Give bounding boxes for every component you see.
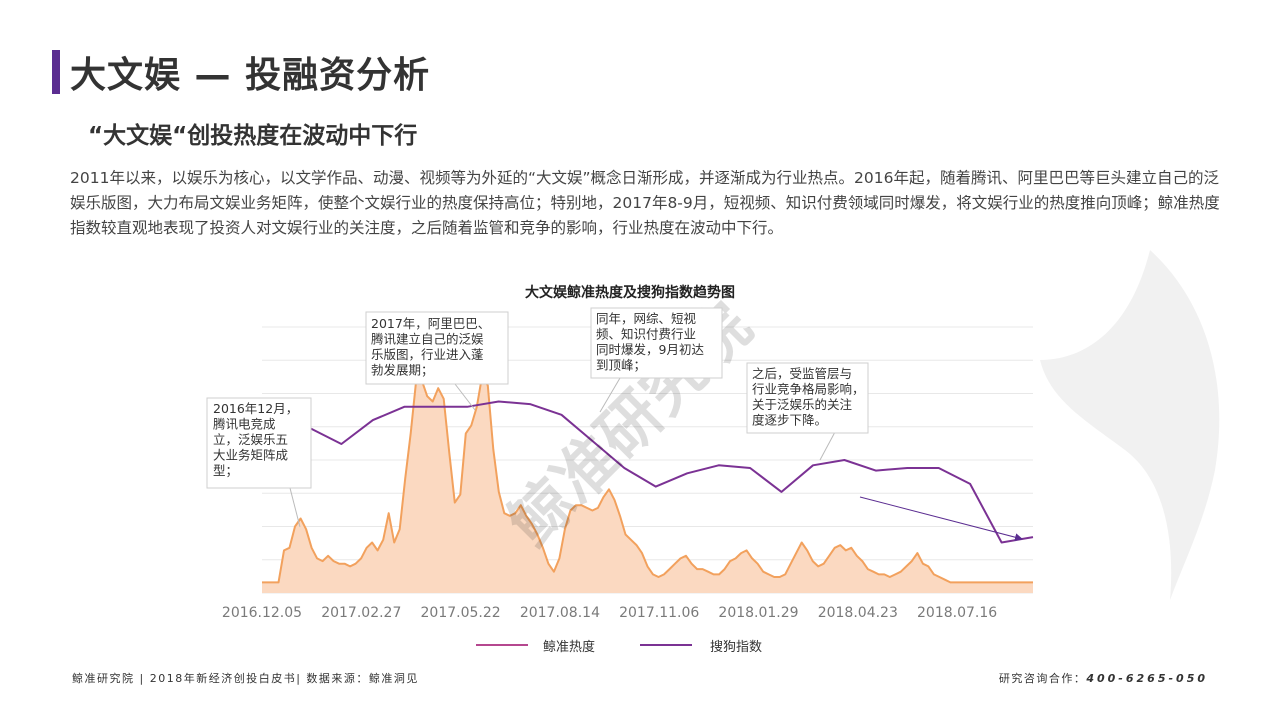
intro-paragraph: 2011年以来，以娱乐为核心，以文学作品、动漫、视频等为外延的“大文娱”概念日渐… (70, 169, 1220, 237)
callout-box-4 (746, 362, 869, 434)
page-subtitle: “大文娱“创投热度在波动中下行 (88, 123, 418, 149)
footer-contact: 研究咨询合作：400-6265-050 (999, 670, 1208, 686)
title-accent-bar (52, 50, 60, 94)
sogou-line (309, 400, 1034, 544)
x-tick-label: 2017.05.22 (421, 605, 501, 621)
page-title: 大文娱 — 投融资分析 (70, 55, 431, 96)
footer-contact-label: 研究咨询合作： (998, 672, 1087, 685)
x-axis-ticks: 2016.12.05 2017.02.27 2017.05.22 2017.08.14… (222, 605, 997, 621)
x-tick-label: 2018.07.16 (917, 605, 997, 621)
x-tick-label: 2018.01.29 (718, 605, 798, 621)
x-tick-label: 2016.12.05 (222, 605, 302, 621)
legend-heat-label: 鲸准热度 (543, 639, 595, 655)
callout-line-3 (599, 377, 621, 413)
x-tick-label: 2017.11.06 (619, 605, 699, 621)
whale-tail-decoration (1040, 250, 1220, 600)
callout-line-4 (819, 431, 836, 461)
x-tick-label: 2017.02.27 (321, 605, 401, 621)
callout-line-2 (454, 383, 476, 411)
heat-line (262, 373, 1033, 584)
x-tick-label: 2018.04.23 (818, 605, 898, 621)
callout-text-4: 之后，受监管层与行业竞争格局影响，关于泛娱乐的关注度逐步下降。 (752, 366, 865, 428)
callout-box-1 (206, 397, 312, 489)
legend-sogou-label: 搜狗指数 (710, 640, 762, 655)
footer-source: 鲸准研究院 | 2018年新经济创投白皮书| 数据来源：鲸准洞见 (72, 672, 419, 685)
callout-text-3: 同年，网综、短视频、知识付费行业同时爆发，9月初达到顶峰； (596, 311, 704, 373)
downtrend-arrow (859, 496, 1023, 542)
callout-line-1 (289, 487, 301, 528)
x-tick-label: 2017.08.14 (520, 605, 600, 621)
heat-series (262, 373, 1033, 593)
chart-title: 大文娱鲸准热度及搜狗指数趋势图 (525, 284, 735, 301)
callout-box-2 (365, 311, 509, 385)
footer-phone: 400-6265-050 (1086, 672, 1208, 685)
sogou-series (309, 400, 1034, 544)
heat-area-fill (262, 374, 1033, 593)
callout-text-1: 2016年12月，腾讯电竞成立，泛娱乐五大业务矩阵成型； (213, 401, 298, 478)
callout-box-3 (590, 307, 723, 379)
callout-text-2: 2017年，阿里巴巴、腾讯建立自己的泛娱乐版图，行业进入蓬勃发展期； (371, 316, 490, 378)
